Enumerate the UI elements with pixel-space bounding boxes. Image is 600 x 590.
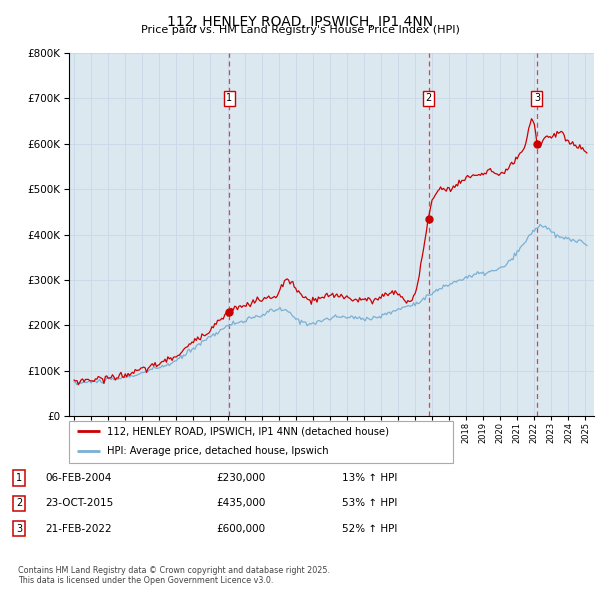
- Text: 1: 1: [226, 93, 232, 103]
- Text: 3: 3: [534, 93, 540, 103]
- Text: £435,000: £435,000: [216, 499, 265, 508]
- Text: 2: 2: [425, 93, 432, 103]
- Text: 21-FEB-2022: 21-FEB-2022: [45, 524, 112, 533]
- Text: 112, HENLEY ROAD, IPSWICH, IP1 4NN (detached house): 112, HENLEY ROAD, IPSWICH, IP1 4NN (deta…: [107, 427, 389, 436]
- Text: 53% ↑ HPI: 53% ↑ HPI: [342, 499, 397, 508]
- Text: £230,000: £230,000: [216, 473, 265, 483]
- Text: 112, HENLEY ROAD, IPSWICH, IP1 4NN: 112, HENLEY ROAD, IPSWICH, IP1 4NN: [167, 15, 433, 29]
- Text: 06-FEB-2004: 06-FEB-2004: [45, 473, 112, 483]
- Text: 23-OCT-2015: 23-OCT-2015: [45, 499, 113, 508]
- Text: Price paid vs. HM Land Registry's House Price Index (HPI): Price paid vs. HM Land Registry's House …: [140, 25, 460, 35]
- FancyBboxPatch shape: [69, 421, 453, 463]
- Text: 52% ↑ HPI: 52% ↑ HPI: [342, 524, 397, 533]
- Text: 2: 2: [16, 499, 22, 508]
- Text: 13% ↑ HPI: 13% ↑ HPI: [342, 473, 397, 483]
- Text: HPI: Average price, detached house, Ipswich: HPI: Average price, detached house, Ipsw…: [107, 446, 329, 456]
- Text: £600,000: £600,000: [216, 524, 265, 533]
- Text: Contains HM Land Registry data © Crown copyright and database right 2025.
This d: Contains HM Land Registry data © Crown c…: [18, 566, 330, 585]
- Text: 1: 1: [16, 473, 22, 483]
- Text: 3: 3: [16, 524, 22, 533]
